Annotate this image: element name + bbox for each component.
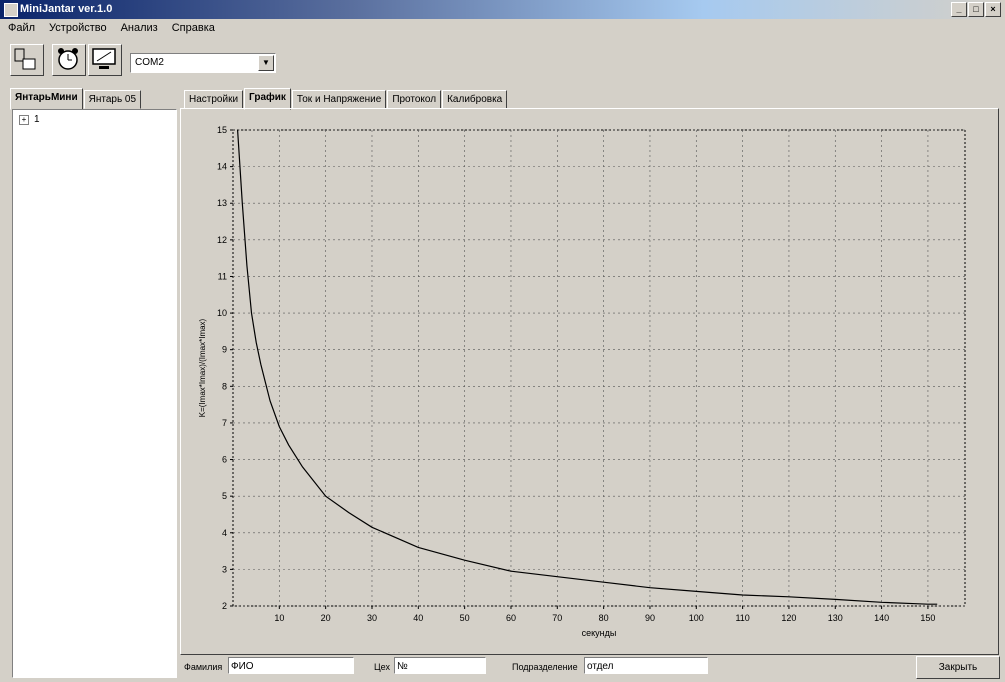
tree-node-label: 1 [34, 114, 40, 125]
y-tick-label: 6 [222, 455, 227, 465]
x-tick-label: 80 [599, 613, 609, 623]
main-tabs: Настройки График Ток и Напряжение Проток… [184, 88, 508, 110]
surname-field[interactable]: ФИО [228, 657, 354, 674]
x-tick-label: 110 [735, 613, 749, 623]
y-tick-label: 3 [222, 564, 227, 574]
x-tick-label: 20 [321, 613, 331, 623]
maximize-icon[interactable]: □ [968, 2, 984, 17]
graph-panel [180, 108, 999, 655]
x-tick-label: 40 [413, 613, 423, 623]
x-tick-label: 50 [460, 613, 470, 623]
app-icon [4, 3, 18, 17]
x-tick-label: 90 [645, 613, 655, 623]
alarm-clock-icon [58, 48, 78, 70]
decay-chart: 10 20 30 40 50 60 70 80 90 100 110 120 130 140 150 2 3 4 5… [198, 125, 966, 638]
connect-icon [14, 48, 36, 70]
y-tick-label: 4 [222, 528, 227, 538]
shop-field[interactable]: № [394, 657, 486, 674]
menu-bar: Файл Устройство Анализ Справка [0, 19, 1005, 37]
x-tick-label: 140 [874, 613, 889, 623]
x-tick-label: 100 [689, 613, 704, 623]
toolbar: COM2 ▼ [0, 40, 1005, 76]
y-tick-label: 15 [217, 125, 227, 135]
x-tick-label: 30 [367, 613, 377, 623]
tree-node[interactable]: + 1 [19, 114, 40, 125]
y-axis-label: K=(Imax*Imax)/(Imax*Imax) [198, 318, 207, 417]
menu-analysis[interactable]: Анализ [120, 22, 158, 34]
tab-current-voltage[interactable]: Ток и Напряжение [291, 90, 387, 109]
connect-button[interactable] [10, 44, 44, 76]
y-tick-label: 2 [222, 601, 227, 611]
x-tick-label: 120 [781, 613, 796, 623]
close-icon[interactable]: × [985, 2, 1001, 17]
department-field[interactable]: отдел [584, 657, 708, 674]
x-tick-label: 60 [506, 613, 516, 623]
monitor-icon [92, 48, 116, 69]
shop-label: Цех [374, 662, 390, 672]
menu-file[interactable]: Файл [8, 22, 36, 34]
y-tick-label: 8 [222, 381, 227, 391]
series-line [237, 129, 938, 605]
tab-jantar-mini[interactable]: ЯнтарьМини [10, 88, 83, 110]
port-select[interactable]: COM2 ▼ [130, 53, 276, 73]
expand-icon[interactable]: + [19, 114, 29, 125]
menu-help[interactable]: Справка [171, 22, 215, 34]
tab-protocol[interactable]: Протокол [387, 90, 442, 109]
x-tick-label: 130 [828, 613, 843, 623]
port-select-value: COM2 [135, 57, 164, 68]
window-title: MiniJantar ver.1.0 [20, 3, 113, 15]
window-controls: _ □ × [951, 2, 1001, 17]
x-tick-label: 150 [920, 613, 935, 623]
x-axis-label: секунды [582, 628, 617, 638]
status-bar: Фамилия ФИО Цех № Подразделение отдел За… [180, 656, 1002, 679]
minimize-icon[interactable]: _ [951, 2, 967, 17]
x-tick-label: 10 [274, 613, 284, 623]
menu-device[interactable]: Устройство [49, 22, 107, 34]
tab-settings[interactable]: Настройки [184, 90, 244, 109]
tab-graph[interactable]: График [244, 88, 291, 110]
y-tick-label: 7 [222, 418, 227, 428]
device-tree: + 1 [12, 109, 177, 678]
y-tick-label: 11 [218, 271, 227, 281]
timer-button[interactable] [52, 44, 86, 76]
tab-calibration[interactable]: Калибровка [442, 90, 508, 109]
monitor-button[interactable] [88, 44, 122, 76]
y-tick-label: 13 [217, 198, 227, 208]
close-button[interactable]: Закрыть [916, 656, 1000, 679]
title-bar: MiniJantar ver.1.0 _ □ × [0, 0, 1005, 19]
y-tick-label: 10 [217, 308, 227, 318]
x-tick-label: 70 [552, 613, 562, 623]
y-tick-label: 12 [217, 235, 227, 245]
surname-label: Фамилия [184, 662, 223, 672]
plot-area [232, 129, 966, 607]
tab-jantar-05[interactable]: Янтарь 05 [83, 90, 142, 109]
left-tabs: ЯнтарьМини Янтарь 05 [10, 88, 142, 110]
y-tick-label: 9 [222, 345, 227, 355]
y-tick-label: 5 [222, 491, 227, 501]
chevron-down-icon[interactable]: ▼ [258, 55, 274, 71]
department-label: Подразделение [512, 662, 578, 672]
y-tick-label: 14 [217, 162, 227, 172]
